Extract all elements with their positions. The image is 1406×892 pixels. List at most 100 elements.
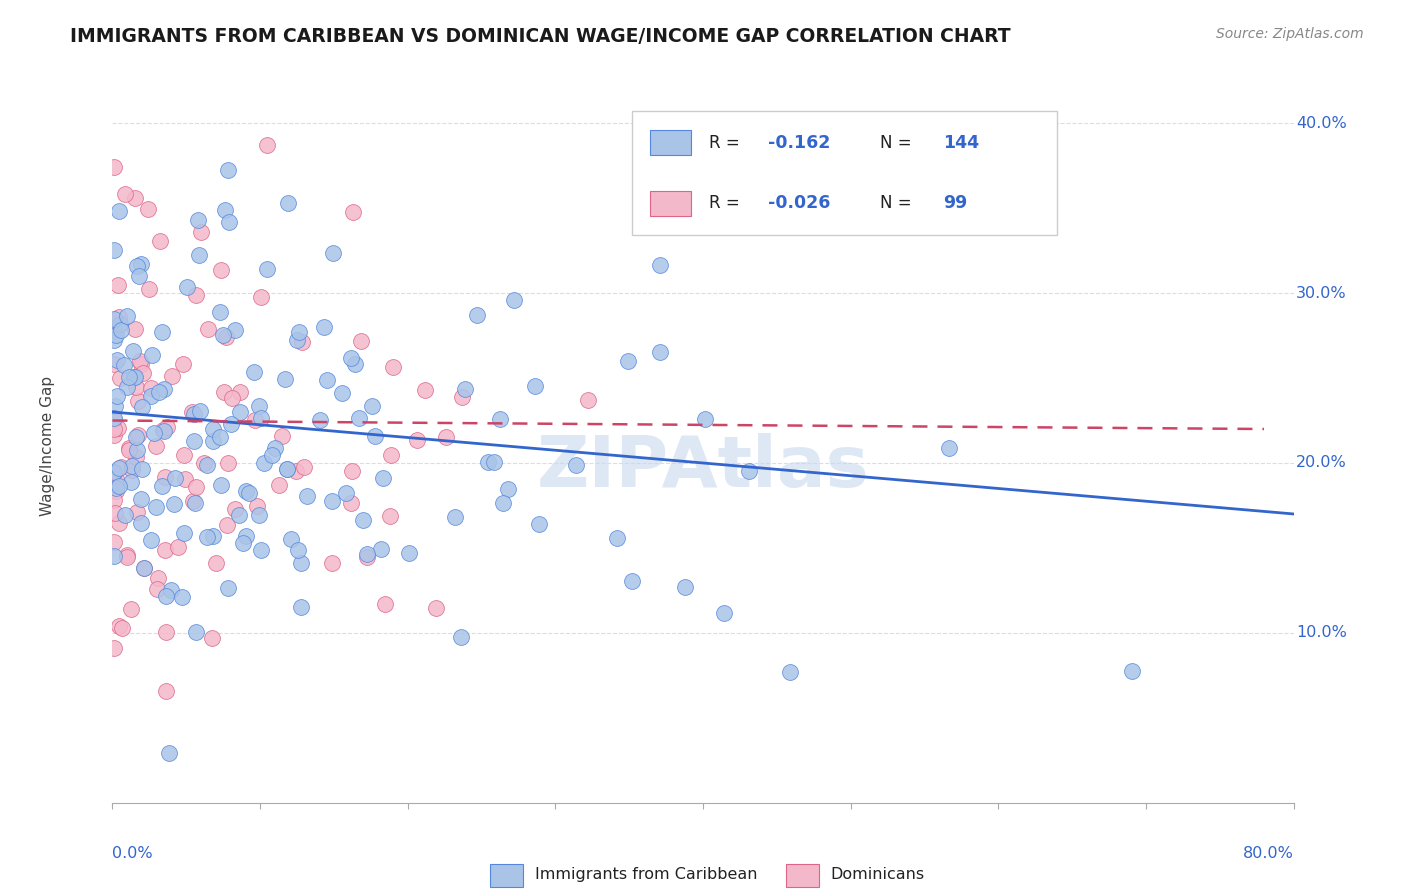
Point: [184, 287, 207, 301]
Text: Source: ZipAtlas.com: Source: ZipAtlas.com: [1216, 27, 1364, 41]
Point: [125, 259, 148, 273]
Point: [148, 384, 170, 399]
Point: [209, 429, 232, 443]
Point: [217, 517, 239, 532]
Point: [180, 405, 202, 419]
Point: [108, 479, 131, 493]
Point: [103, 333, 125, 347]
Text: N =: N =: [880, 194, 917, 212]
Point: [693, 411, 716, 425]
Point: [352, 513, 374, 527]
Point: [738, 464, 761, 478]
Point: [183, 407, 205, 421]
Point: [190, 225, 212, 239]
Point: [107, 421, 129, 435]
Point: [139, 389, 162, 403]
Point: [103, 411, 125, 425]
Point: [112, 358, 135, 372]
Point: [256, 137, 278, 152]
Point: [285, 333, 308, 347]
Point: [155, 684, 177, 698]
Point: [276, 462, 298, 476]
Point: [103, 465, 125, 479]
Point: [616, 354, 638, 368]
Point: [127, 506, 149, 520]
Point: [108, 310, 131, 324]
Point: [121, 601, 143, 615]
Point: [673, 580, 696, 594]
Point: [217, 162, 239, 177]
Point: [132, 560, 155, 574]
Point: [246, 499, 269, 513]
Text: ZIPAtlas: ZIPAtlas: [537, 433, 869, 502]
Point: [193, 456, 215, 470]
Point: [114, 508, 136, 522]
Point: [108, 460, 131, 475]
Point: [578, 393, 600, 408]
Point: [176, 280, 198, 294]
Point: [221, 391, 243, 405]
Text: Wage/Income Gap: Wage/Income Gap: [39, 376, 55, 516]
Point: [247, 508, 270, 522]
Point: [370, 542, 392, 557]
Point: [496, 482, 519, 496]
Text: 40.0%: 40.0%: [1296, 116, 1347, 131]
Point: [152, 382, 174, 396]
Point: [398, 546, 420, 560]
Point: [219, 417, 242, 432]
Point: [105, 484, 128, 499]
Point: [361, 400, 384, 414]
Point: [104, 481, 127, 495]
Point: [118, 442, 141, 457]
Point: [425, 600, 447, 615]
Point: [108, 318, 131, 332]
Point: [103, 549, 125, 563]
Point: [115, 548, 138, 562]
Text: -0.162: -0.162: [768, 134, 831, 152]
Point: [356, 549, 378, 564]
Point: [201, 632, 224, 646]
FancyBboxPatch shape: [491, 864, 523, 887]
Point: [128, 268, 150, 283]
Point: [187, 248, 209, 262]
Point: [110, 323, 132, 337]
Text: R =: R =: [709, 194, 745, 212]
Point: [114, 186, 136, 201]
Point: [103, 324, 125, 338]
Point: [315, 373, 337, 387]
Point: [648, 258, 671, 272]
Point: [145, 439, 167, 453]
Point: [321, 557, 343, 571]
Point: [235, 483, 257, 498]
Point: [145, 500, 167, 514]
Point: [152, 424, 174, 438]
Point: [208, 304, 231, 318]
Point: [938, 441, 960, 455]
Point: [124, 322, 146, 336]
Point: [104, 506, 127, 520]
Point: [105, 389, 128, 403]
Point: [155, 589, 177, 603]
Point: [124, 369, 146, 384]
Point: [172, 590, 194, 604]
Point: [218, 214, 240, 228]
Point: [356, 548, 378, 562]
Point: [105, 327, 128, 342]
Point: [209, 478, 232, 492]
Point: [150, 325, 173, 339]
Point: [250, 289, 273, 303]
Point: [163, 471, 186, 485]
Point: [292, 460, 315, 475]
Point: [243, 413, 266, 427]
Point: [290, 556, 312, 570]
Point: [713, 606, 735, 620]
Point: [118, 369, 141, 384]
Point: [232, 535, 254, 549]
Point: [264, 442, 287, 456]
Point: [131, 492, 153, 507]
Text: 0.0%: 0.0%: [112, 846, 153, 861]
Text: 80.0%: 80.0%: [1243, 846, 1294, 861]
Point: [149, 234, 172, 248]
Point: [503, 293, 526, 307]
Point: [371, 471, 394, 485]
